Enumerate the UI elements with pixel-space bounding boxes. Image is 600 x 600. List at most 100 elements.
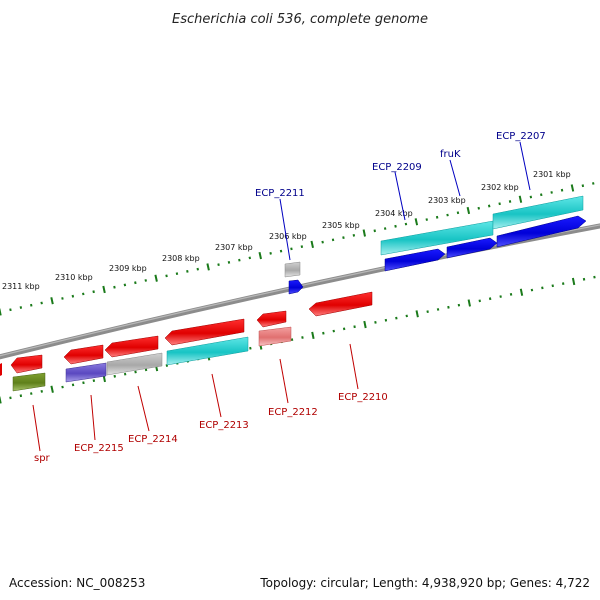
outer-ring-minor-tick: [529, 195, 533, 199]
outer-ring-minor-tick: [300, 245, 304, 249]
gene-label-ecp-2213[interactable]: ECP_2213: [199, 420, 249, 431]
outer-ring-minor-tick: [248, 256, 252, 260]
cds-ecp-2215[interactable]: [63, 344, 104, 365]
gene-label-ecp-2214[interactable]: ECP_2214: [128, 434, 178, 445]
gene-label-ecp-2215[interactable]: ECP_2215: [74, 443, 124, 454]
outer-ring-major-tick: [258, 251, 262, 260]
outer-ring-minor-tick: [123, 283, 127, 287]
cds-fruk[interactable]: [446, 237, 498, 259]
outer-ring-minor-tick: [425, 218, 428, 221]
inner-ring-minor-tick: [488, 297, 492, 301]
cds-ecp-2210[interactable]: [308, 291, 373, 317]
outer-ring-minor-tick: [446, 213, 449, 217]
genome-stats-text: Topology: circular; Length: 4,938,920 bp…: [259, 576, 590, 590]
cds-ecp-2207[interactable]: [496, 215, 587, 248]
inner-ring-minor-tick: [478, 299, 481, 303]
outer-ring-minor-tick: [508, 200, 512, 203]
cds-ecp-2213[interactable]: [164, 318, 245, 346]
outer-ring-minor-tick: [92, 290, 95, 294]
inner-ring-minor-tick: [19, 394, 23, 398]
genome-backbone: [0, 223, 600, 360]
outer-ring-major-tick: [154, 274, 158, 282]
scale-label-2308: 2308 kbp: [162, 254, 200, 263]
feature-cyan-2207[interactable]: [492, 195, 584, 230]
inner-ring-major-tick: [363, 320, 367, 329]
feature-slate-2215[interactable]: [65, 362, 107, 383]
inner-ring-minor-tick: [113, 374, 116, 378]
outer-ring-major-tick: [466, 206, 471, 215]
inner-ring-major-tick: [50, 385, 54, 393]
cds-partial-edge[interactable]: [0, 363, 2, 376]
outer-tick-ring: [0, 182, 595, 316]
cds-ecp-2214[interactable]: [104, 335, 159, 358]
gene-label-ecp-2209[interactable]: ECP_2209: [372, 162, 422, 173]
outer-ring-minor-tick: [383, 227, 387, 230]
inner-ring-minor-tick: [436, 308, 440, 311]
leader-lines: [32, 141, 531, 452]
scale-label-2305: 2305 kbp: [322, 221, 360, 230]
outer-ring-minor-tick: [321, 240, 324, 244]
gene-label-ecp-2207[interactable]: ECP_2207: [496, 131, 546, 142]
inner-ring-minor-tick: [322, 331, 325, 335]
outer-ring-major-tick: [414, 218, 419, 226]
outer-ring-minor-tick: [61, 297, 64, 300]
outer-ring-minor-tick: [331, 238, 335, 242]
gene-label-ecp-2211[interactable]: ECP_2211: [255, 188, 305, 199]
cds-ecp-2212[interactable]: [256, 310, 287, 328]
outer-ring-minor-tick: [550, 191, 553, 194]
outer-ring-minor-tick: [279, 249, 283, 253]
feature-cyan-2209[interactable]: [380, 220, 494, 256]
outer-ring-minor-tick: [134, 281, 137, 285]
feature-pink-2212[interactable]: [258, 326, 292, 347]
outer-ring-minor-tick: [540, 193, 543, 197]
scale-label-2304: 2304 kbp: [375, 209, 413, 218]
inner-ring-minor-tick: [593, 275, 596, 279]
genome-title: Escherichia coli 536, complete genome: [172, 12, 428, 27]
cds-ecp-2211[interactable]: [288, 279, 304, 295]
inner-ring-minor-tick: [395, 316, 398, 320]
feature-silver-2211[interactable]: [284, 261, 301, 278]
outer-ring-minor-tick: [342, 236, 345, 240]
scale-label-2309: 2309 kbp: [109, 264, 147, 273]
outer-ring-major-tick: [206, 263, 210, 271]
outer-ring-minor-tick: [435, 215, 439, 219]
scale-label-2306: 2306 kbp: [269, 232, 307, 241]
inner-ring-minor-tick: [509, 292, 513, 296]
gene-label-ecp-2212[interactable]: ECP_2212: [268, 407, 318, 418]
scale-label-2310: 2310 kbp: [55, 273, 93, 282]
outer-ring-minor-tick: [217, 263, 220, 267]
outer-ring-minor-tick: [592, 182, 595, 185]
gene-label-fruk[interactable]: fruK: [440, 149, 461, 160]
outer-ring-minor-tick: [82, 292, 85, 296]
inner-ring-minor-tick: [582, 277, 586, 281]
scale-label-2307: 2307 kbp: [215, 243, 253, 252]
inner-ring-minor-tick: [71, 383, 75, 387]
gene-label-spr[interactable]: spr: [34, 453, 51, 464]
outer-ring-minor-tick: [196, 267, 199, 271]
outer-ring-minor-tick: [30, 303, 33, 307]
inner-ring-minor-tick: [426, 310, 429, 314]
feature-silver-2214[interactable]: [106, 352, 163, 376]
feature-olive-spr[interactable]: [12, 372, 46, 392]
inner-ring-minor-tick: [405, 314, 408, 318]
outer-ring-minor-tick: [40, 301, 43, 305]
outer-ring-minor-tick: [498, 202, 501, 206]
inner-ring-major-tick: [415, 310, 419, 318]
outer-ring-minor-tick: [290, 247, 293, 251]
inner-ring-minor-tick: [249, 346, 252, 350]
inner-ring-minor-tick: [9, 396, 12, 400]
outer-ring-minor-tick: [238, 258, 241, 262]
outer-ring-minor-tick: [71, 294, 75, 298]
outer-ring-minor-tick: [165, 274, 168, 278]
outer-ring-minor-tick: [487, 204, 491, 208]
cds-spr[interactable]: [10, 354, 43, 374]
outer-ring-minor-tick: [581, 184, 585, 188]
outer-ring-minor-tick: [352, 233, 356, 237]
gene-label-ecp-2210[interactable]: ECP_2210: [338, 392, 388, 403]
feature-cyan-2213[interactable]: [166, 336, 249, 366]
cds-ecp-2209[interactable]: [384, 248, 446, 272]
outer-ring-minor-tick: [9, 308, 12, 312]
inner-ring-minor-tick: [374, 320, 377, 324]
inner-ring-minor-tick: [332, 329, 335, 333]
